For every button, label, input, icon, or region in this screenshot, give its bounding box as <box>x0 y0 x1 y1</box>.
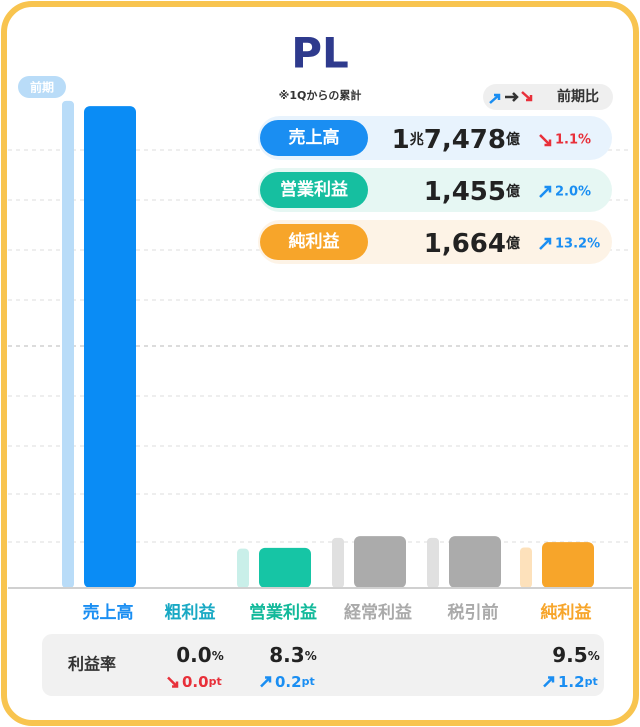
category-label: 売上高 <box>83 602 134 623</box>
legend-arrow-icon <box>505 92 519 102</box>
margin-value: 9.5% <box>552 643 599 667</box>
kpi-change: 13.2% <box>555 237 600 252</box>
previous-bar <box>427 537 439 588</box>
kpi-value-part: 億 <box>506 131 520 148</box>
kpi-change: 1.1% <box>555 133 591 148</box>
category-label: 税引前 <box>448 602 499 623</box>
kpi-label-pill <box>260 120 368 156</box>
margin-number: 8.3 <box>269 643 304 667</box>
margin-change-unit: pt <box>302 675 315 688</box>
previous-bar <box>62 100 74 588</box>
previous-tag-label: 前期 <box>30 80 54 95</box>
margin-change: 0.2pt <box>275 673 315 691</box>
subtitle: ※1Qからの累計 <box>279 88 362 102</box>
kpi-value: 1兆7,478億 <box>392 125 520 155</box>
kpi-value: 1,664億 <box>424 229 520 259</box>
kpi-value-part: 1 <box>392 125 410 155</box>
kpi-value-part: 兆 <box>410 132 424 148</box>
change-up-icon <box>260 676 272 688</box>
margin-unit: % <box>212 649 224 663</box>
current-bar <box>259 547 311 588</box>
kpi-label-pill <box>260 224 368 260</box>
legend-down-icon <box>521 91 533 102</box>
kpi-value-part: 7,478 <box>424 125 506 155</box>
kpi-value-part: 1,455 <box>424 177 506 207</box>
kpi-label: 営業利益 <box>280 179 348 200</box>
category-label: 粗利益 <box>165 602 216 623</box>
previous-tag <box>18 76 66 98</box>
legend-up-icon <box>489 93 501 104</box>
margin-change-number: 1.2 <box>558 673 585 691</box>
margin-row-label: 利益率 <box>68 655 116 674</box>
current-bar <box>449 536 501 588</box>
legend-pill <box>483 84 613 110</box>
current-bar <box>84 106 136 589</box>
category-label: 営業利益 <box>249 602 317 623</box>
category-label: 経常利益 <box>344 602 412 623</box>
change-up-icon <box>543 676 555 688</box>
current-bar <box>354 536 406 588</box>
margin-unit: % <box>588 649 600 663</box>
change-down-icon <box>539 134 552 147</box>
change-down-icon <box>167 676 179 688</box>
kpi-value-part: 1,664 <box>424 229 506 259</box>
previous-bar <box>332 537 344 588</box>
kpi-change: 2.0% <box>555 185 591 200</box>
kpi-value-part: 億 <box>506 183 520 200</box>
margin-value: 0.0% <box>176 643 223 667</box>
previous-bar <box>237 548 249 588</box>
margin-row-bg <box>42 634 604 696</box>
margin-change: 1.2pt <box>558 673 598 691</box>
kpi-value: 1,455億 <box>424 177 520 207</box>
margin-change: 0.0pt <box>182 673 222 691</box>
title: PL <box>291 29 349 78</box>
margin-unit: % <box>305 649 317 663</box>
margin-change-number: 0.0 <box>182 673 209 691</box>
margin-change-unit: pt <box>209 675 222 688</box>
kpi-value-part: 億 <box>506 235 520 252</box>
current-bar <box>542 542 594 588</box>
kpi-label: 売上高 <box>289 127 340 148</box>
category-label: 純利益 <box>541 602 592 623</box>
margin-number: 9.5 <box>552 643 587 667</box>
previous-bar <box>520 547 532 588</box>
margin-change-number: 0.2 <box>275 673 302 691</box>
margin-change-unit: pt <box>585 675 598 688</box>
margin-number: 0.0 <box>176 643 211 667</box>
margin-value: 8.3% <box>269 643 316 667</box>
kpi-label: 純利益 <box>289 231 340 252</box>
legend-label: 前期比 <box>557 88 599 105</box>
change-up-icon <box>539 185 552 198</box>
kpi-label-pill <box>260 172 368 208</box>
change-up-icon <box>539 237 552 250</box>
